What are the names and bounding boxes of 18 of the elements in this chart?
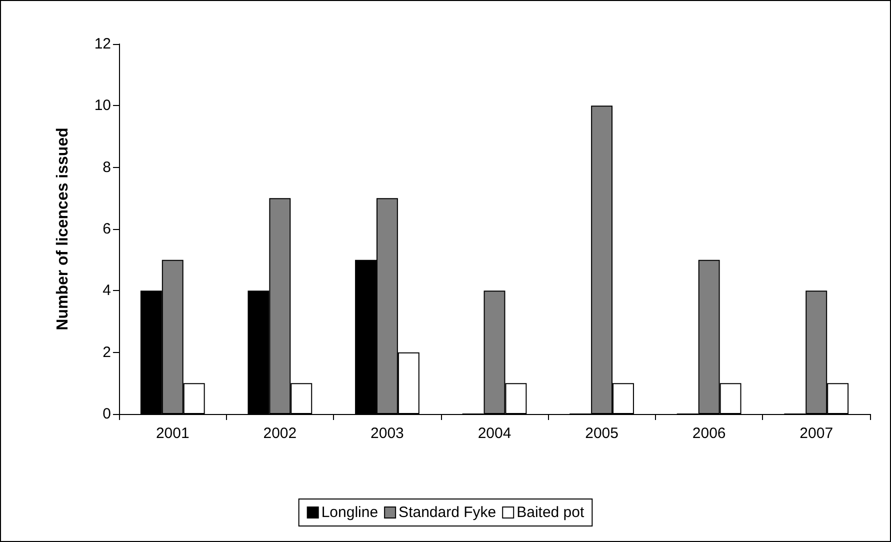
legend-label: Standard Fyke [398, 504, 496, 521]
x-tick-label: 2006 [692, 425, 726, 442]
y-tick-label: 8 [102, 158, 111, 176]
y-tick-label: 4 [102, 282, 111, 300]
x-tick-label: 2004 [478, 425, 512, 442]
x-tick-label: 2005 [585, 425, 618, 442]
y-tick-label: 0 [102, 406, 111, 422]
y-tick-label: 12 [94, 36, 111, 52]
x-tick-label: 2003 [370, 425, 404, 442]
y-tick-label: 6 [102, 220, 111, 238]
y-tick-label: 10 [94, 97, 111, 114]
x-tick-label: 2002 [263, 425, 297, 442]
x-tick-label: 2007 [800, 425, 834, 442]
x-tick-label: 2001 [156, 425, 190, 442]
y-axis-title: Number of licences issued [54, 128, 72, 330]
legend-label: Baited pot [516, 504, 585, 521]
legend-label: Longline [321, 504, 378, 521]
y-tick-label: 2 [102, 344, 111, 361]
